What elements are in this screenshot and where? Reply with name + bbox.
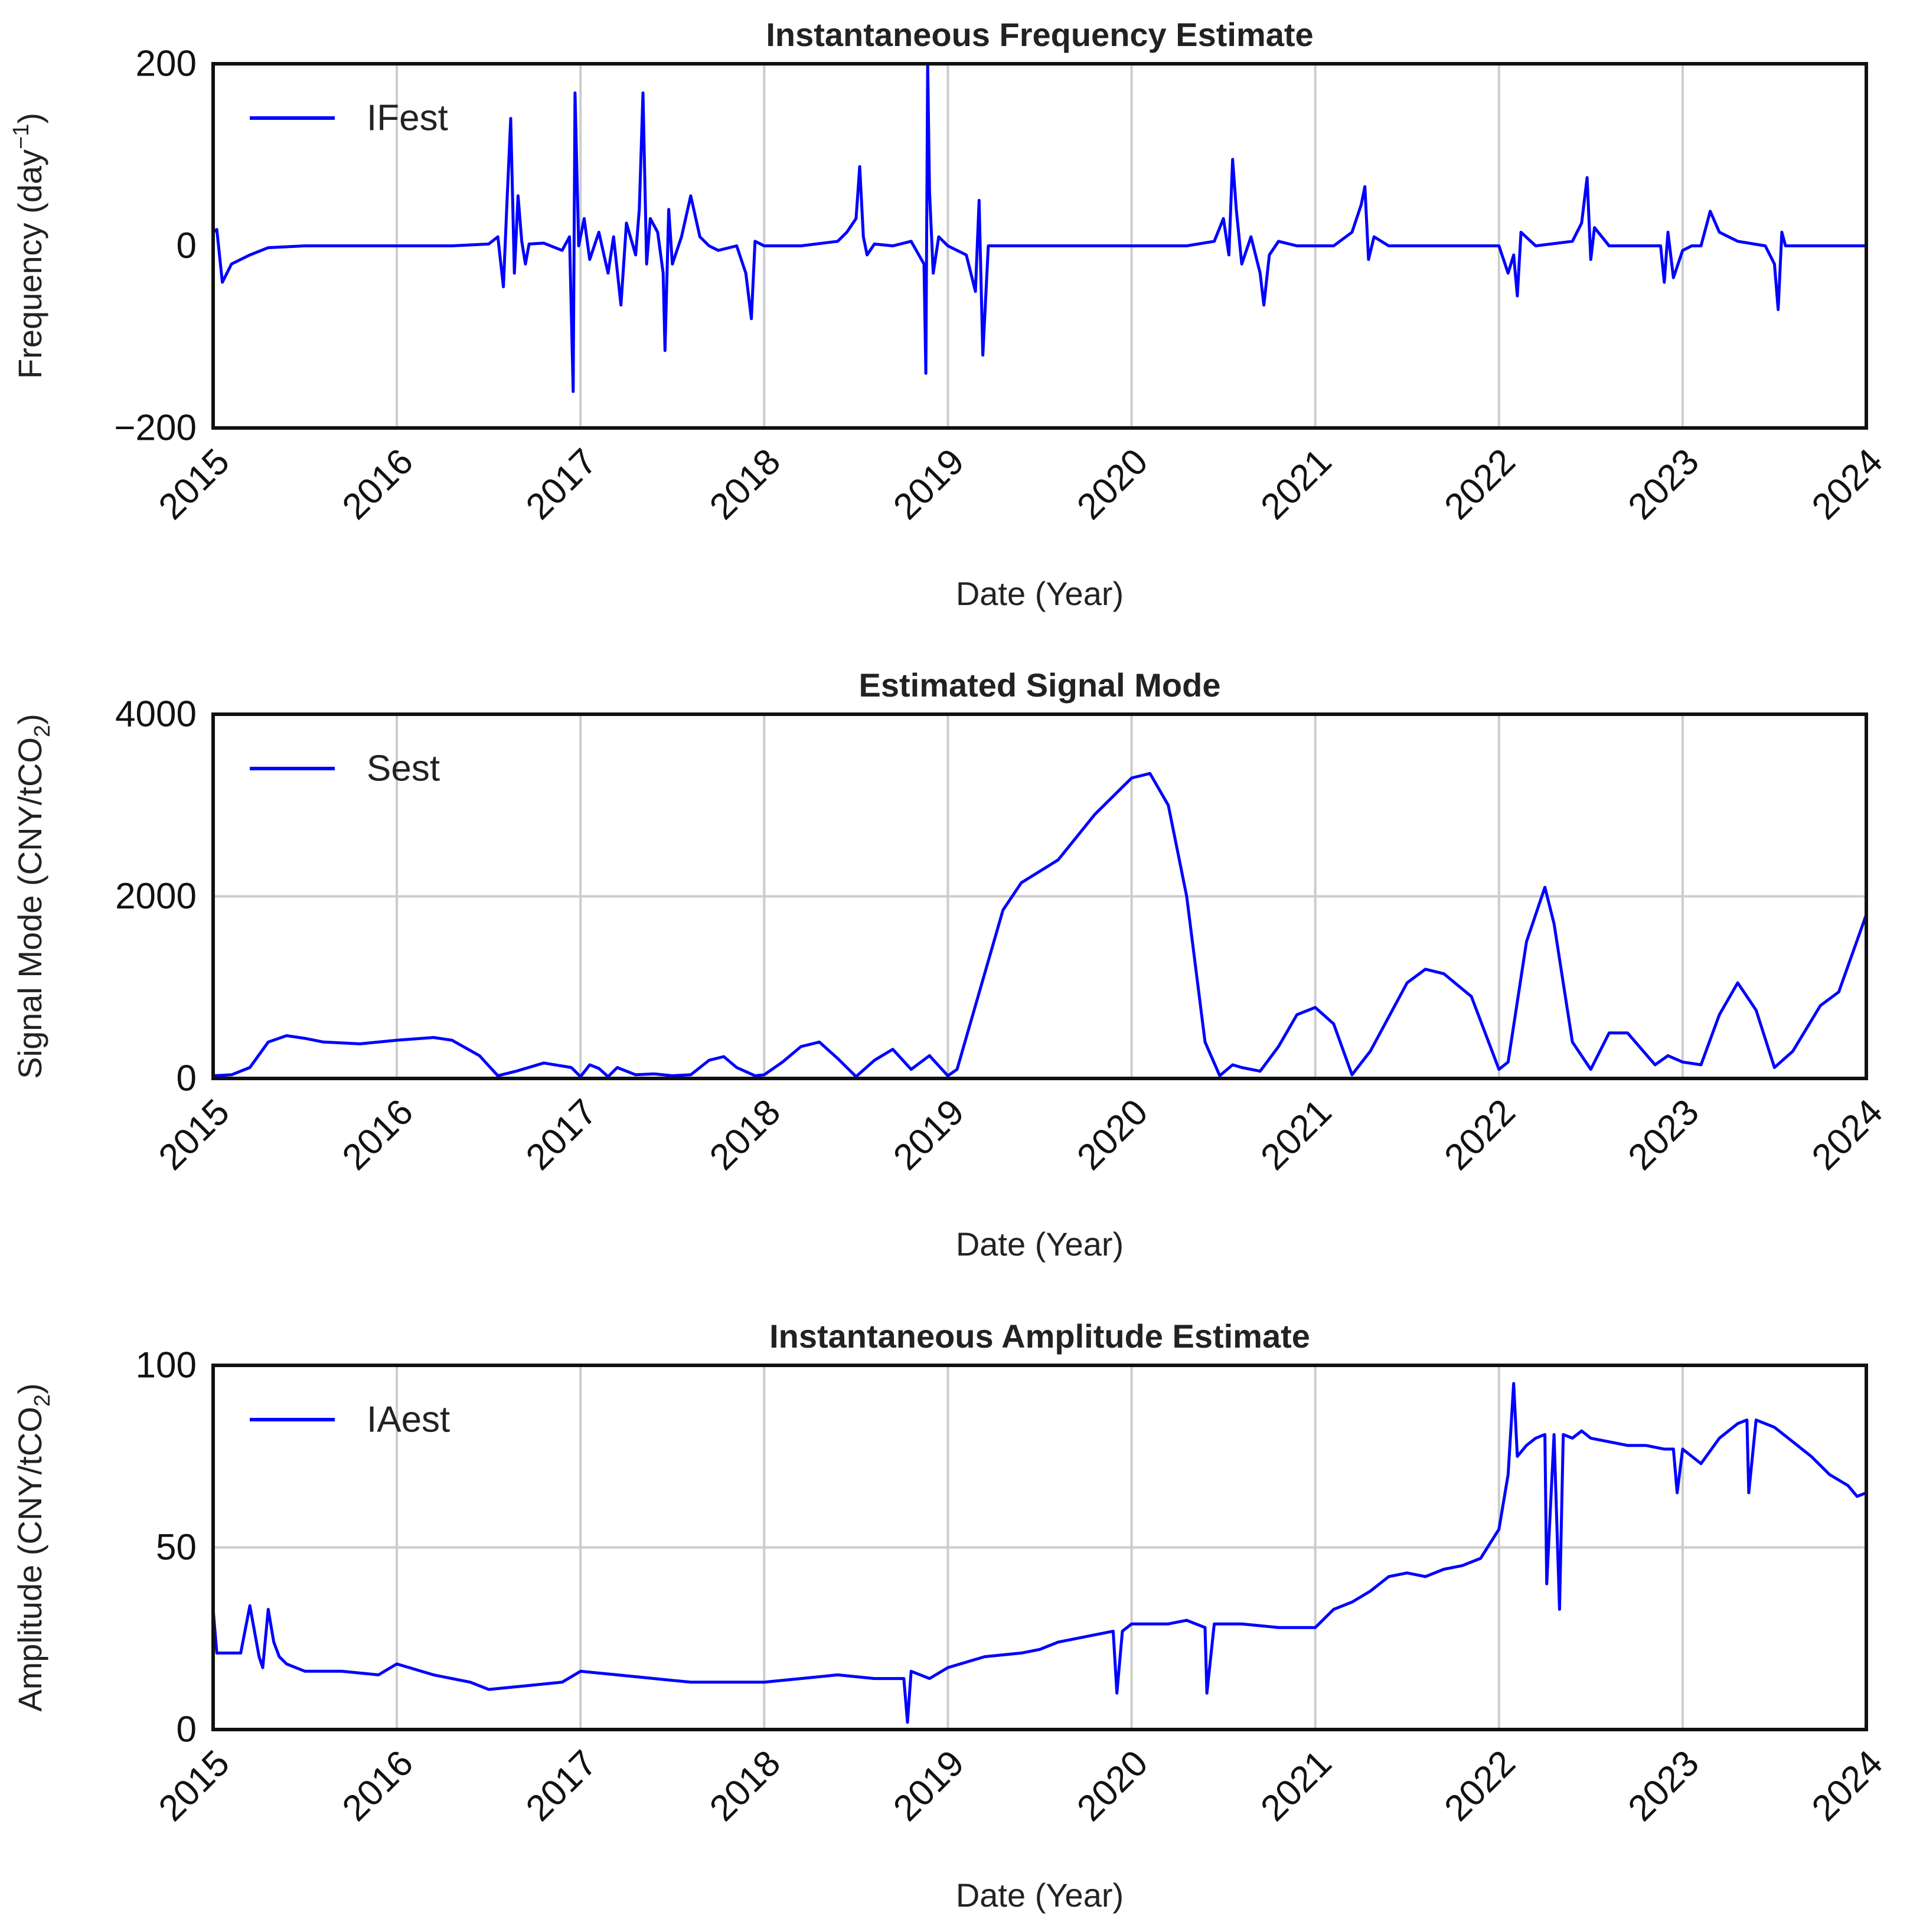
y-axis-label: Signal Mode (CNY/tCO2) xyxy=(11,714,55,1079)
y-axis-label-main: Signal Mode (CNY/tCO xyxy=(11,737,48,1079)
x-axis-label: Date (Year) xyxy=(956,1877,1124,1914)
x-tick-label: 2024 xyxy=(1804,441,1891,527)
y-tick-label: 0 xyxy=(177,1709,197,1750)
legend-label: IAest xyxy=(367,1400,450,1440)
chart-title: Estimated Signal Mode xyxy=(859,666,1221,704)
x-tick-label: 2022 xyxy=(1436,1091,1523,1178)
x-tick-label: 2017 xyxy=(518,441,605,527)
y-axis-label-main: Frequency (day xyxy=(11,149,48,379)
y-axis-label-tail: ) xyxy=(11,113,48,124)
x-tick-label: 2018 xyxy=(702,1743,788,1829)
legend-label: Sest xyxy=(367,748,440,789)
y-tick-label: 0 xyxy=(177,225,197,266)
y-tick-label: 200 xyxy=(136,44,197,84)
series-line-sest xyxy=(213,772,1866,1078)
x-axis-label: Date (Year) xyxy=(956,1225,1124,1263)
y-tick-label: 50 xyxy=(156,1527,197,1568)
y-axis-label-subscript: 2 xyxy=(30,1394,55,1407)
panel-instantaneous-amplitude-estimate: 2015 2016 2017 2018 2019 2020 2021 2022 2023 2024… xyxy=(11,1318,1891,1914)
y-tick-label: 2000 xyxy=(115,876,197,917)
y-tick-label: 0 xyxy=(177,1058,197,1099)
legend: IAest xyxy=(250,1400,450,1440)
x-tick-label: 2015 xyxy=(151,441,237,527)
x-tick-label: 2019 xyxy=(886,1091,972,1178)
x-tick-label: 2020 xyxy=(1069,441,1155,527)
y-axis-label: Frequency (day−1) xyxy=(9,113,48,379)
panel-instantaneous-frequency-estimate: 2015 2016 2017 2018 2019 2020 2021 2022 2023 2024… xyxy=(9,16,1891,612)
legend: Sest xyxy=(250,748,440,789)
x-tick-label: 2015 xyxy=(151,1091,237,1178)
x-tick-label: 2019 xyxy=(886,441,972,527)
x-tick-label: 2020 xyxy=(1069,1743,1155,1829)
x-tick-label: 2024 xyxy=(1804,1743,1891,1829)
x-tick-label: 2016 xyxy=(335,441,421,527)
chart-title: Instantaneous Frequency Estimate xyxy=(766,16,1313,53)
x-tick-label: 2017 xyxy=(518,1091,605,1178)
y-axis-label-subscript: 2 xyxy=(30,725,55,737)
x-tick-label: 2021 xyxy=(1253,1091,1339,1178)
x-tick-label: 2019 xyxy=(886,1743,972,1829)
x-tick-label: 2022 xyxy=(1436,1743,1523,1829)
x-tick-label: 2018 xyxy=(702,1091,788,1178)
x-tick-label: 2023 xyxy=(1621,1743,1707,1829)
legend-label: IFest xyxy=(367,98,448,139)
panel-estimated-signal-mode: 2015 2016 2017 2018 2019 2020 2021 2022 2023 2024… xyxy=(11,666,1891,1263)
y-tick-label: 100 xyxy=(136,1345,197,1386)
x-tick-label: 2015 xyxy=(151,1743,237,1829)
y-tick-label: 4000 xyxy=(115,694,197,735)
y-axis-label-tail: ) xyxy=(11,714,48,725)
x-tick-label: 2016 xyxy=(335,1743,421,1829)
x-axis-label: Date (Year) xyxy=(956,575,1124,612)
x-tick-label: 2023 xyxy=(1621,1091,1707,1178)
x-tick-label: 2022 xyxy=(1436,441,1523,527)
plot-frame xyxy=(211,712,1868,1080)
series-line-ifest xyxy=(213,64,1866,393)
x-tick-label: 2021 xyxy=(1253,1743,1339,1829)
plot-frame xyxy=(211,62,1868,430)
chart-title: Instantaneous Amplitude Estimate xyxy=(769,1318,1310,1355)
x-tick-label: 2016 xyxy=(335,1091,421,1178)
y-axis-label-main: Amplitude (CNY/tCO xyxy=(11,1407,48,1712)
plot-frame xyxy=(211,1364,1868,1731)
x-tick-label: 2017 xyxy=(518,1743,605,1829)
x-tick-label: 2018 xyxy=(702,441,788,527)
series-line-iaest xyxy=(213,1382,1866,1724)
legend: IFest xyxy=(250,98,448,139)
y-axis-label-superscript: −1 xyxy=(9,124,34,149)
y-axis-label-tail: ) xyxy=(11,1383,48,1394)
x-tick-label: 2023 xyxy=(1621,441,1707,527)
x-tick-label: 2020 xyxy=(1069,1091,1155,1178)
y-tick-label: −200 xyxy=(114,408,197,449)
x-tick-label: 2021 xyxy=(1253,441,1339,527)
x-tick-label: 2024 xyxy=(1804,1091,1891,1178)
y-axis-label: Amplitude (CNY/tCO2) xyxy=(11,1383,55,1711)
